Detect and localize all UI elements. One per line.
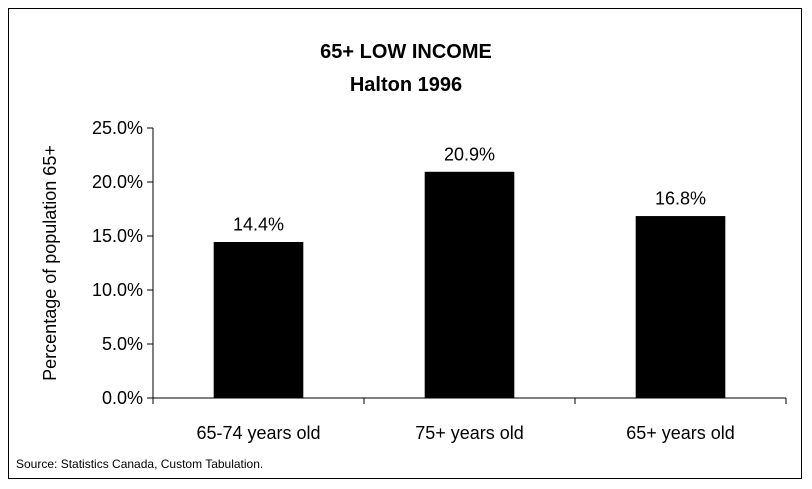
plot-area: 0.0% 5.0% 10.0% 15.0% 20.0% 25.0% 14.4% 65-74 y… bbox=[92, 118, 787, 443]
y-axis-label: Percentage of population 65+ bbox=[40, 145, 60, 381]
bar bbox=[635, 216, 726, 399]
y-tick-label: 25.0% bbox=[92, 118, 143, 138]
y-tick-label: 5.0% bbox=[102, 334, 143, 354]
y-tick-label: 20.0% bbox=[92, 172, 143, 192]
data-label: 14.4% bbox=[233, 214, 284, 234]
chart-title: 65+ LOW INCOME bbox=[320, 41, 492, 63]
y-tick-label: 10.0% bbox=[92, 280, 143, 300]
x-tick-label: 65+ years old bbox=[626, 423, 735, 443]
x-tick-label: 65-74 years old bbox=[196, 423, 320, 443]
source-note: Source: Statistics Canada, Custom Tabula… bbox=[16, 457, 264, 471]
data-label: 16.8% bbox=[655, 189, 706, 209]
bar bbox=[424, 171, 515, 399]
y-tick-label: 0.0% bbox=[102, 388, 143, 408]
data-label: 20.9% bbox=[444, 144, 495, 164]
y-tick-label: 15.0% bbox=[92, 226, 143, 246]
x-tick-label: 75+ years old bbox=[415, 423, 524, 443]
bar bbox=[213, 241, 304, 399]
chart-subtitle: Halton 1996 bbox=[350, 74, 462, 96]
